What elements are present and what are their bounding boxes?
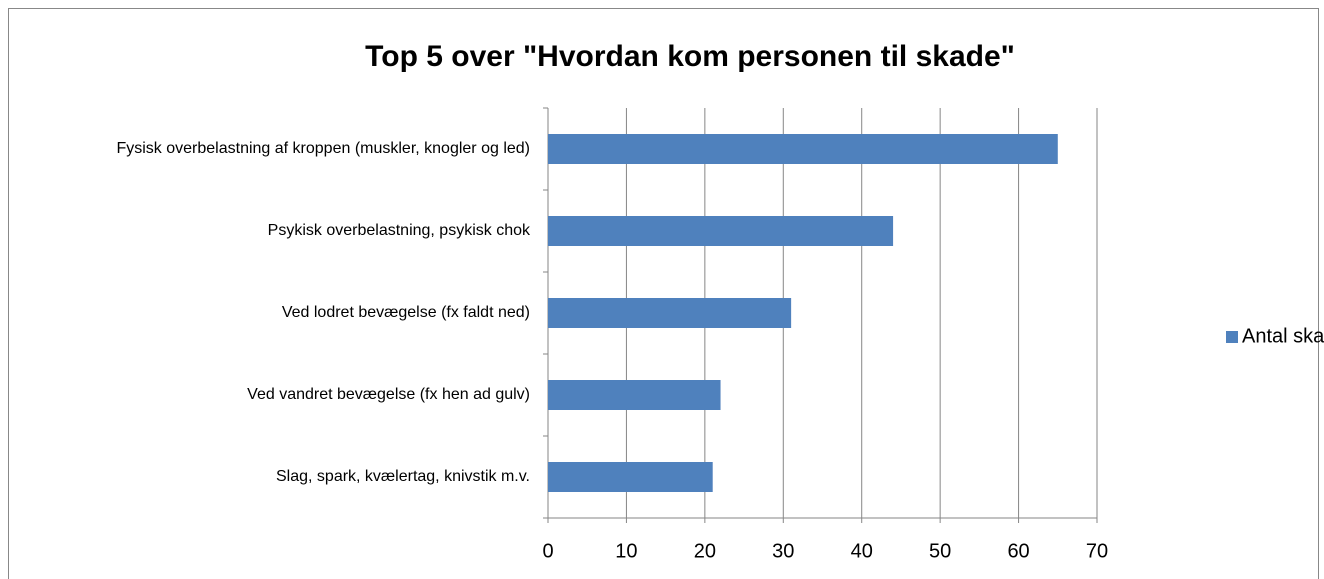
x-tick-label: 10 <box>615 540 637 562</box>
x-tick-label: 70 <box>1086 540 1108 562</box>
y-tick-label: Psykisk overbelastning, psykisk chok <box>268 222 531 239</box>
legend-label: Antal skader <box>1242 325 1324 347</box>
legend-swatch <box>1226 331 1238 343</box>
y-tick-label: Fysisk overbelastning af kroppen (muskle… <box>116 140 530 157</box>
x-tick-label: 60 <box>1007 540 1029 562</box>
chart-title: Top 5 over "Hvordan kom personen til ska… <box>365 40 1015 73</box>
x-tick-label: 40 <box>851 540 873 562</box>
bar <box>548 134 1058 164</box>
x-tick-label: 30 <box>772 540 794 562</box>
y-tick-label: Ved vandret bevægelse (fx hen ad gulv) <box>247 386 530 403</box>
y-tick-label: Slag, spark, kvælertag, knivstik m.v. <box>276 468 530 485</box>
x-tick-label: 20 <box>694 540 716 562</box>
y-tick-label: Ved lodret bevægelse (fx faldt ned) <box>282 304 530 321</box>
bar <box>548 462 713 492</box>
chart-frame <box>8 8 1319 579</box>
bar <box>548 380 721 410</box>
x-tick-label: 50 <box>929 540 951 562</box>
bar <box>548 298 792 328</box>
x-tick-label: 0 <box>542 540 553 562</box>
bar <box>548 216 894 246</box>
